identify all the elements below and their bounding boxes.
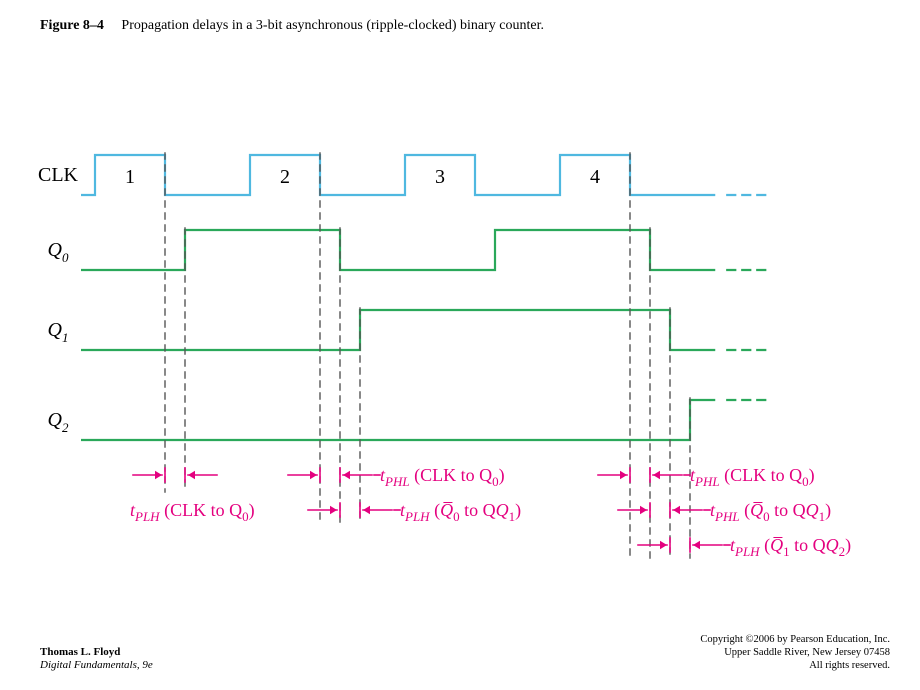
svg-text:4: 4 xyxy=(590,166,600,188)
footer-book: Digital Fundamentals, 9e xyxy=(40,659,153,672)
svg-text:tPHL (Q̅0 to QQ1): tPHL (Q̅0 to QQ1) xyxy=(710,500,831,524)
footer-copyright-3: All rights reserved. xyxy=(700,659,890,672)
label-clk: CLK xyxy=(38,164,79,186)
svg-text:tPLH (Q̅0 to QQ1): tPLH (Q̅0 to QQ1) xyxy=(400,500,521,524)
footer-author: Thomas L. Floyd xyxy=(40,646,153,659)
svg-text:2: 2 xyxy=(280,166,290,188)
label-q0: Q0 xyxy=(48,239,69,265)
svg-text:1: 1 xyxy=(125,166,135,188)
label-q2: Q2 xyxy=(48,409,69,435)
footer-copyright-1: Copyright ©2006 by Pearson Education, In… xyxy=(700,633,890,646)
svg-text:3: 3 xyxy=(435,166,445,188)
label-q1: Q1 xyxy=(48,319,69,345)
footer-right: Copyright ©2006 by Pearson Education, In… xyxy=(700,633,890,672)
timing-diagram: 1 2 3 4 CLK Q0 Q1 Q2 tPLH (CLK to Q0) tPHL (CLK t… xyxy=(0,0,920,620)
svg-text:tPLH (Q̅1 to QQ2): tPLH (Q̅1 to QQ2) xyxy=(730,535,851,559)
svg-text:tPHL (CLK to Q0): tPHL (CLK to Q0) xyxy=(380,465,505,489)
footer-left: Thomas L. Floyd Digital Fundamentals, 9e xyxy=(40,646,153,672)
footer-copyright-2: Upper Saddle River, New Jersey 07458 xyxy=(700,646,890,659)
svg-text:tPHL (CLK to Q0): tPHL (CLK to Q0) xyxy=(690,465,815,489)
svg-text:tPLH (CLK to Q0): tPLH (CLK to Q0) xyxy=(130,500,255,524)
